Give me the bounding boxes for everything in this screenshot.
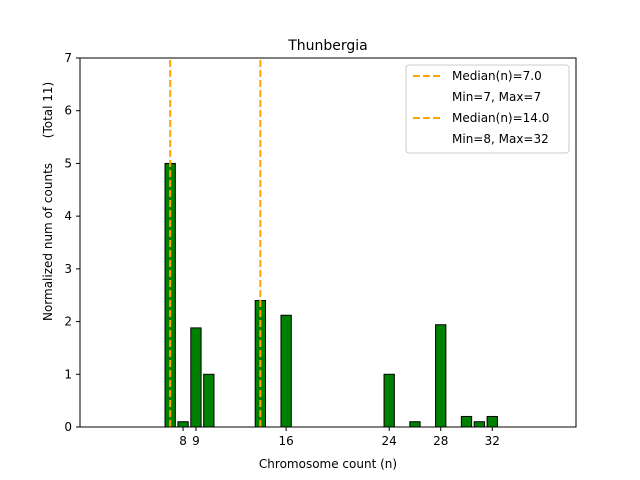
bar-n-16	[280, 314, 292, 428]
legend-range-1-label: Min=7, Max=7	[452, 90, 541, 104]
x-tick-label: 32	[485, 434, 500, 448]
y-tick-label: 0	[64, 420, 72, 434]
x-tick-label: 28	[433, 434, 448, 448]
bar-n-10	[203, 373, 215, 428]
bar-n-31	[473, 421, 486, 428]
y-axis-label: Normalized num of counts	[41, 163, 55, 321]
y-tick-label: 4	[64, 209, 72, 223]
y-tick-label: 2	[64, 315, 72, 329]
x-tick-label: 8	[179, 434, 187, 448]
y-tick-label: 7	[64, 51, 72, 65]
plot-frame	[79, 57, 577, 428]
y-tick-label: 1	[64, 367, 72, 381]
y-tick-label: 3	[64, 262, 72, 276]
y-tick-label: 5	[64, 156, 72, 170]
x-tick-label: 24	[382, 434, 397, 448]
bar-n-26	[409, 421, 421, 428]
x-axis-label: Chromosome count (n)	[259, 457, 397, 471]
x-tick-label: 9	[192, 434, 200, 448]
y-axis-label-total: (Total 11)	[41, 82, 55, 138]
bar-n-8	[177, 421, 189, 428]
bar-n-32	[486, 415, 498, 428]
bar-n-24	[383, 373, 395, 428]
legend-range-2-label: Min=8, Max=32	[452, 132, 549, 146]
bar-n-28	[435, 324, 447, 428]
x-tick-label: 16	[278, 434, 293, 448]
legend-median-2-label: Median(n)=14.0	[452, 111, 549, 125]
legend: Median(n)=7.0 Min=7, Max=7 Median(n)=14.…	[405, 64, 570, 154]
legend-median-1-label: Median(n)=7.0	[452, 69, 542, 83]
bar-n-9	[190, 327, 202, 428]
bar-n-30	[460, 415, 473, 428]
y-tick-label: 6	[64, 104, 72, 118]
chart-title: Thunbergia	[287, 38, 368, 54]
